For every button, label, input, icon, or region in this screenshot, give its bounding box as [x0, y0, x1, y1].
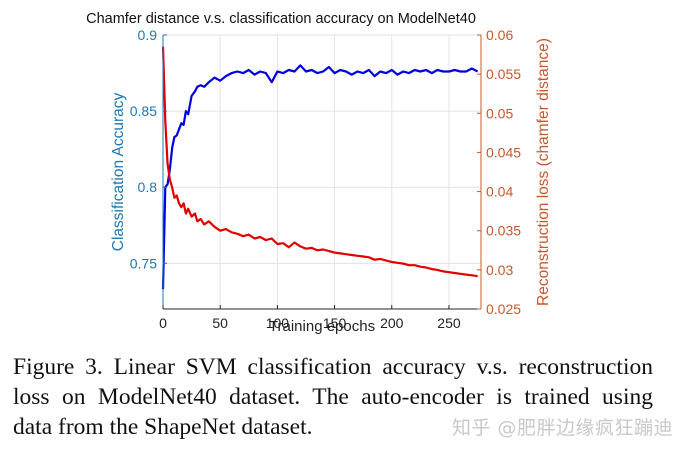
x-tick-label: 250 [437, 315, 461, 331]
chart-title: Chamfer distance v.s. classification acc… [86, 11, 476, 27]
y-axis-left-label: Classification Accuracy [110, 93, 127, 252]
y-right-tick-label: 0.06 [486, 27, 513, 43]
y-right-tick-label: 0.045 [486, 144, 521, 160]
x-axis-label: Training epochs [269, 318, 375, 335]
y-right-tick-label: 0.055 [486, 66, 521, 82]
x-tick-label: 150 [323, 315, 347, 331]
y-right-tick-label: 0.04 [486, 184, 513, 200]
loss-line [161, 46, 478, 278]
y-left-tick-label: 0.85 [130, 103, 157, 119]
watermark: 知乎 @肥胖边缘疯狂蹦迪 [452, 417, 674, 439]
x-tick-label: 200 [380, 315, 404, 331]
chart: Chamfer distance v.s. classification acc… [86, 11, 552, 335]
caption-line: data from the ShapeNet dataset. [13, 414, 313, 440]
x-tick-label: 0 [159, 315, 167, 331]
y-right-tick-label: 0.03 [486, 262, 513, 278]
x-tick-label: 50 [212, 315, 228, 331]
y-axis-right-label: Reconstruction loss (chamfer distance) [535, 38, 552, 306]
y-right-tick-label: 0.05 [486, 105, 513, 121]
caption-line: Figure 3. Linear SVM classification accu… [13, 354, 653, 380]
y-left-tick-label: 0.9 [138, 27, 158, 43]
caption-line: loss on ModelNet40 dataset. The auto-enc… [13, 384, 653, 410]
y-right-tick-label: 0.025 [486, 301, 521, 317]
grid [163, 34, 481, 309]
figure-caption: Figure 3. Linear SVM classification accu… [13, 352, 653, 442]
y-left-tick-label: 0.75 [130, 255, 157, 271]
accuracy-line [161, 64, 479, 290]
series-layer [161, 46, 479, 290]
y-right-tick-label: 0.035 [486, 223, 521, 239]
y-left-tick-label: 0.8 [138, 179, 158, 195]
x-tick-label: 100 [266, 315, 290, 331]
axes: 0 50 100 150 200 250 0.75 0.8 0.85 0.9 0.025 0.03 0.… [130, 27, 521, 331]
